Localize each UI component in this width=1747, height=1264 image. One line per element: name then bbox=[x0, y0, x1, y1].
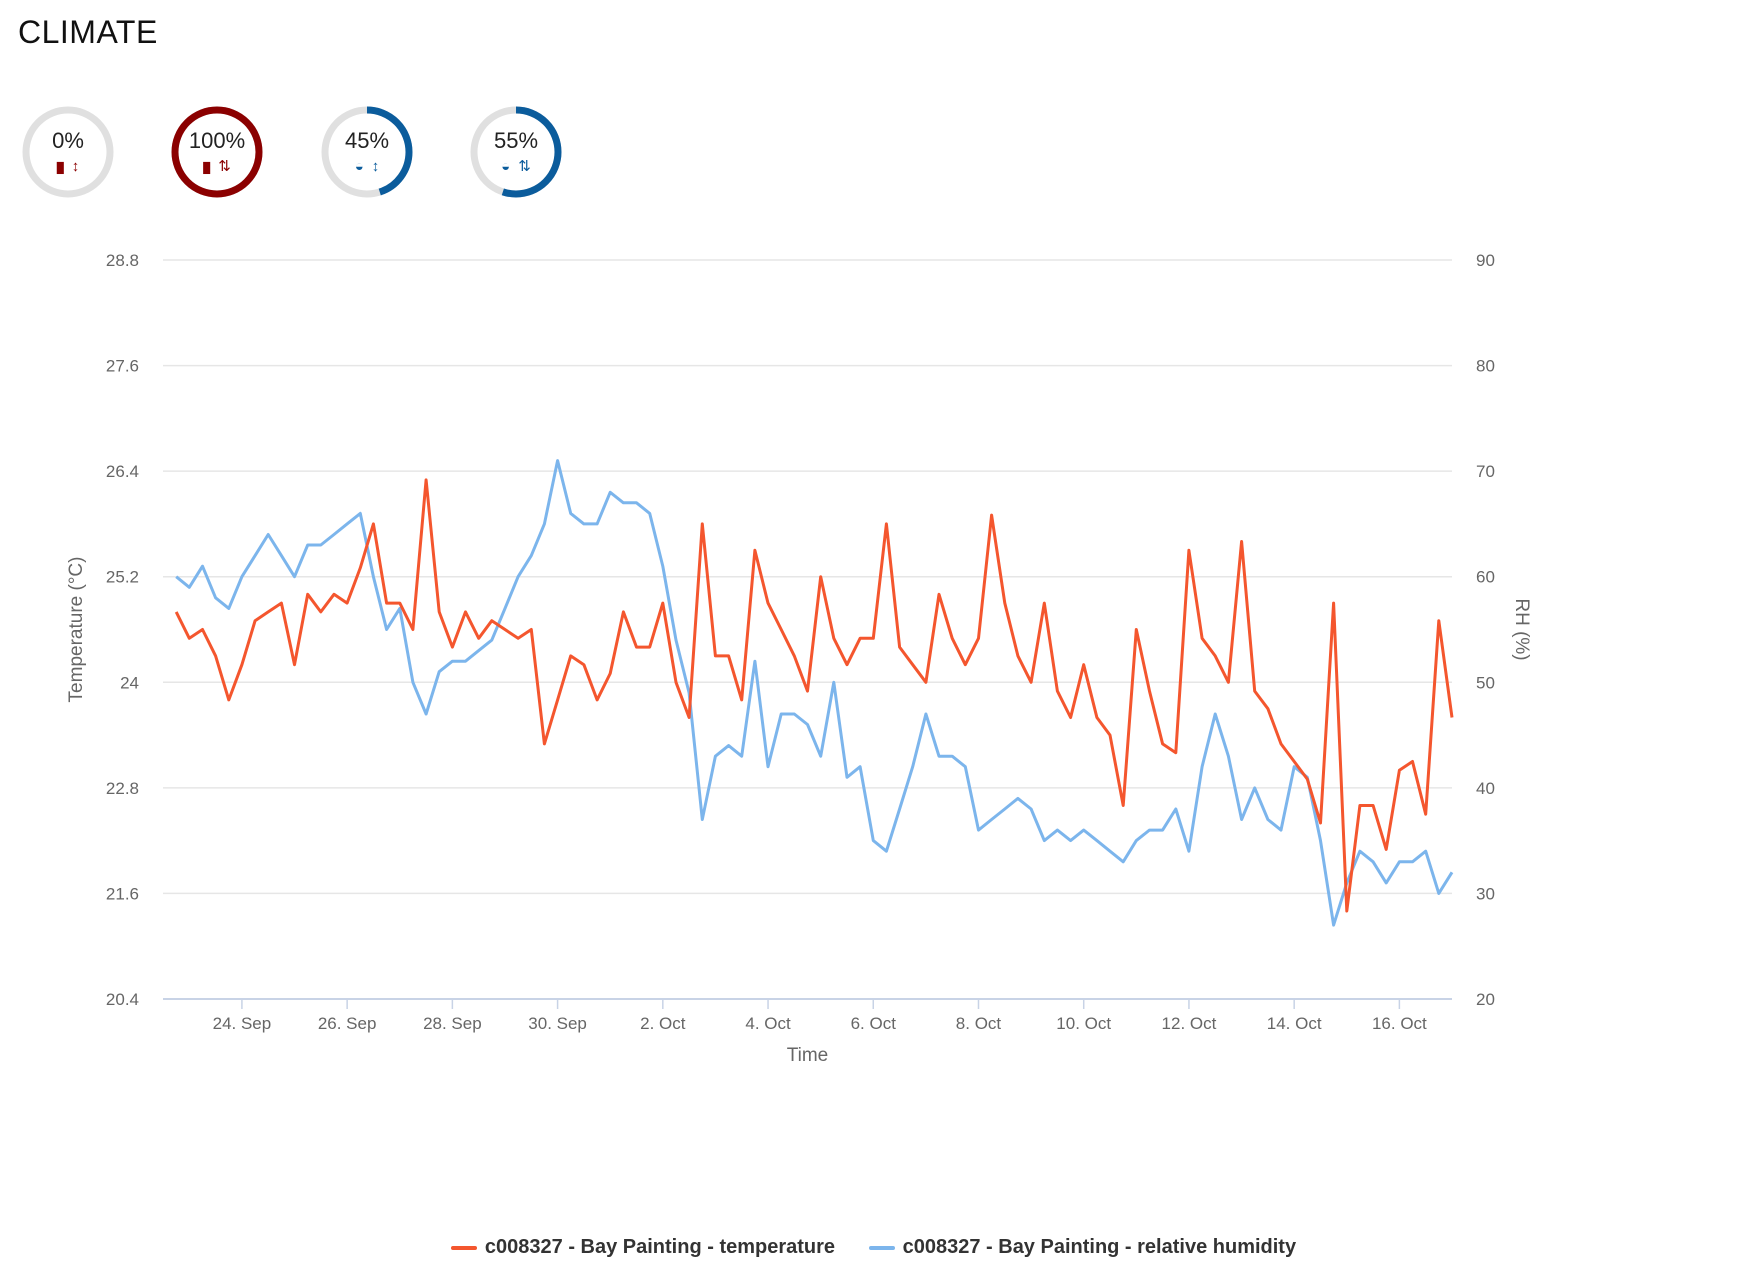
legend-item-humidity[interactable]: c008327 - Bay Painting - relative humidi… bbox=[868, 1236, 1297, 1259]
y2-tick-label: 70 bbox=[1476, 462, 1495, 481]
gauge-ring bbox=[22, 106, 114, 198]
y-tick-label: 21.6 bbox=[106, 884, 139, 903]
y-tick-label: 20.4 bbox=[106, 990, 139, 1009]
x-tick-label: 26. Sep bbox=[318, 1014, 377, 1033]
gauge-ring bbox=[470, 106, 562, 198]
x-tick-label: 16. Oct bbox=[1372, 1014, 1427, 1033]
y-tick-label: 22.8 bbox=[106, 779, 139, 798]
y2-tick-label: 20 bbox=[1476, 990, 1495, 1009]
humidity-series-line bbox=[175, 459, 1454, 927]
x-tick-label: 14. Oct bbox=[1267, 1014, 1322, 1033]
arrows-up-down-icon: ⇅ bbox=[218, 158, 231, 175]
legend-label: c008327 - Bay Painting - temperature bbox=[484, 1236, 836, 1258]
legend-swatch bbox=[450, 1245, 477, 1250]
x-tick-label: 6. Oct bbox=[851, 1014, 897, 1033]
y2-axis-title: RH (%) bbox=[1511, 598, 1532, 660]
legend-item-temperature[interactable]: c008327 - Bay Painting - temperature bbox=[450, 1236, 836, 1259]
y2-tick-label: 40 bbox=[1476, 779, 1495, 798]
gauge-ring bbox=[171, 106, 263, 198]
water-drop-icon: ◒ bbox=[354, 158, 364, 175]
arrows-up-down-icon: ⇅ bbox=[518, 158, 531, 175]
x-tick-label: 30. Sep bbox=[528, 1014, 587, 1033]
page-title: CLIMATE bbox=[18, 14, 158, 50]
humidity-fluctuation-gauge[interactable]: 55% ◒ ⇅ bbox=[464, 100, 568, 204]
temperature-series-line bbox=[174, 478, 1454, 913]
chart-legend: c008327 - Bay Painting - temperature c00… bbox=[0, 1236, 1747, 1259]
gauge-value: 45% bbox=[344, 128, 390, 153]
y-tick-label: 25.2 bbox=[106, 568, 139, 587]
x-tick-label: 10. Oct bbox=[1056, 1014, 1111, 1033]
arrow-up-down-icon: ↕ bbox=[71, 158, 80, 175]
y-tick-label: 27.6 bbox=[106, 357, 139, 376]
y-tick-label: 28.8 bbox=[106, 251, 139, 270]
temperature-fluctuation-gauge[interactable]: 100% █ ⇅ bbox=[165, 100, 269, 204]
y2-tick-label: 30 bbox=[1476, 884, 1495, 903]
y-tick-label: 24 bbox=[120, 673, 139, 692]
x-axis-title: Time bbox=[787, 1045, 829, 1066]
climate-line-chart: 28.8 27.6 26.4 25.2 24 22.8 21.6 20.4 90 80 70 60 50… bbox=[66, 251, 1532, 1066]
x-tick-label: 24. Sep bbox=[213, 1014, 272, 1033]
gauge-ring bbox=[321, 106, 413, 198]
y2-tick-label: 80 bbox=[1476, 357, 1495, 376]
x-tick-label: 2. Oct bbox=[640, 1014, 686, 1033]
thermometer-icon: █ bbox=[203, 163, 211, 174]
thermometer-icon: █ bbox=[56, 163, 64, 174]
y2-tick-label: 60 bbox=[1476, 568, 1495, 587]
y2-tick-label: 90 bbox=[1476, 251, 1495, 270]
x-tick-label: 12. Oct bbox=[1162, 1014, 1217, 1033]
x-tick-label: 8. Oct bbox=[956, 1014, 1002, 1033]
water-drop-icon: ◒ bbox=[501, 158, 511, 175]
gauge-value: 55% bbox=[493, 128, 539, 153]
y-tick-label: 26.4 bbox=[106, 462, 139, 481]
gauge-row: 0% █ ↕ 100% █ ⇅ 45% ◒ ↕ 55% ◒ ⇅ bbox=[0, 100, 700, 210]
temperature-range-gauge[interactable]: 0% █ ↕ bbox=[16, 100, 120, 204]
gauge-value: 100% bbox=[188, 128, 246, 153]
y-axis-title: Temperature (°C) bbox=[66, 557, 87, 703]
humidity-range-gauge[interactable]: 45% ◒ ↕ bbox=[315, 100, 419, 204]
x-tick-label: 4. Oct bbox=[745, 1014, 791, 1033]
legend-label: c008327 - Bay Painting - relative humidi… bbox=[902, 1236, 1297, 1258]
arrow-up-down-icon: ↕ bbox=[371, 158, 380, 175]
x-tick-label: 28. Sep bbox=[423, 1014, 482, 1033]
y2-tick-label: 50 bbox=[1476, 673, 1495, 692]
legend-swatch bbox=[868, 1245, 895, 1250]
gauge-value: 0% bbox=[52, 128, 84, 153]
